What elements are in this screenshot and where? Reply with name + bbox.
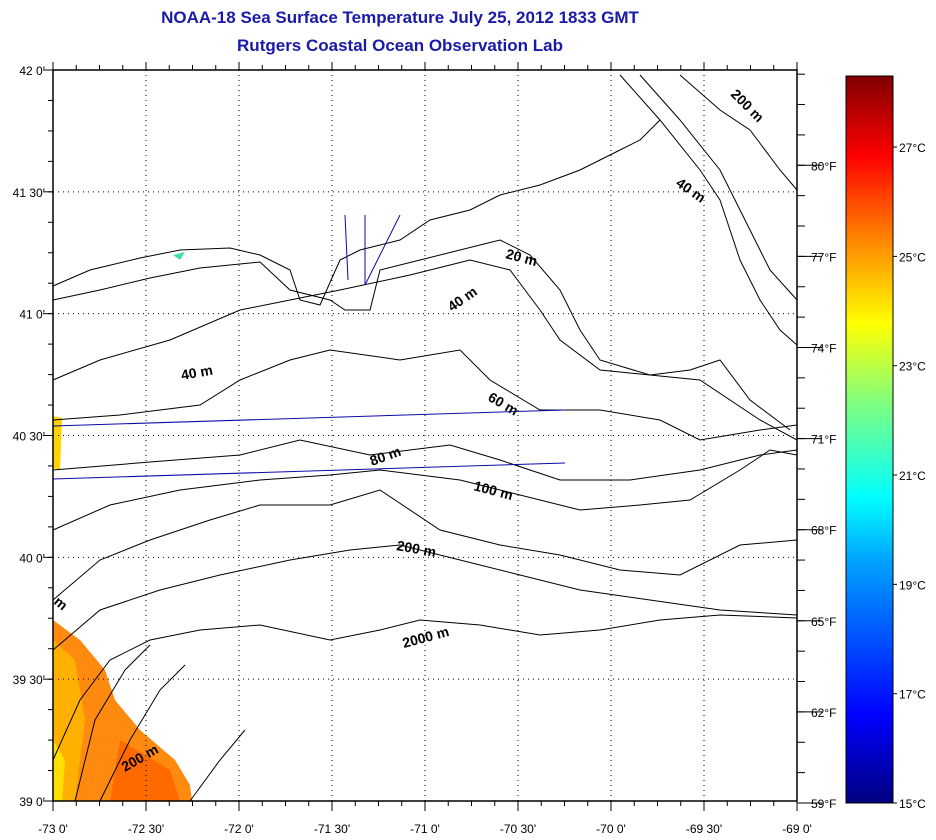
contour-label: 40 m — [445, 283, 480, 314]
coastline-and-contours — [52, 74, 798, 802]
fahrenheit-label: 71°F — [811, 433, 836, 447]
fahrenheit-label: 65°F — [811, 615, 836, 629]
lon-label: -69 30' — [686, 822, 722, 836]
lat-label: 39 0' — [19, 795, 45, 809]
contour-label: 20 m — [504, 245, 539, 269]
lat-label: 42 0' — [19, 64, 45, 78]
celsius-label: 19°C — [899, 578, 926, 592]
lon-label: -71 0' — [410, 822, 440, 836]
contour-label: 200 m — [395, 537, 437, 560]
fahrenheit-label: 68°F — [811, 524, 836, 538]
lat-label: 40 0' — [19, 551, 45, 565]
lon-label: -70 0' — [596, 822, 626, 836]
lat-label: 40 30' — [13, 430, 45, 444]
fahrenheit-label: 74°F — [811, 341, 836, 355]
celsius-label: 27°C — [899, 141, 926, 155]
fahrenheit-label: 62°F — [811, 706, 836, 720]
contour-label: 2000 m — [401, 623, 451, 651]
contour-label: 60 m — [486, 389, 522, 419]
celsius-label: 23°C — [899, 360, 926, 374]
lon-label: -70 30' — [500, 822, 536, 836]
fahrenheit-label: 80°F — [811, 159, 836, 173]
lon-label: -73 0' — [38, 822, 68, 836]
sst-data-patch — [53, 252, 192, 801]
contour-label: 100 m — [472, 477, 514, 503]
colorbar — [845, 75, 894, 804]
contour-label: 80 m — [368, 443, 403, 469]
contour-label: m — [51, 593, 71, 613]
fahrenheit-label: 77°F — [811, 250, 836, 264]
map-title: NOAA-18 Sea Surface Temperature July 25,… — [161, 8, 639, 27]
lon-label: -71 30' — [314, 822, 350, 836]
lon-label: -72 30' — [128, 822, 164, 836]
lat-label: 41 30' — [13, 186, 45, 200]
celsius-label: 15°C — [899, 797, 926, 811]
grid-lines — [53, 70, 797, 801]
celsius-label: 17°C — [899, 688, 926, 702]
celsius-label: 25°C — [899, 250, 926, 264]
contour-label: 40 m — [673, 174, 708, 205]
fahrenheit-label: 59°F — [811, 797, 836, 811]
lat-label: 39 30' — [13, 673, 45, 687]
lon-label: -72 0' — [224, 822, 254, 836]
satellite-track-lines — [52, 214, 566, 480]
contour-label: 40 m — [180, 362, 214, 383]
map-subtitle: Rutgers Coastal Ocean Observation Lab — [237, 36, 563, 55]
lat-label: 41 0' — [19, 308, 45, 322]
lon-label: -69 0' — [782, 822, 812, 836]
celsius-label: 21°C — [899, 469, 926, 483]
